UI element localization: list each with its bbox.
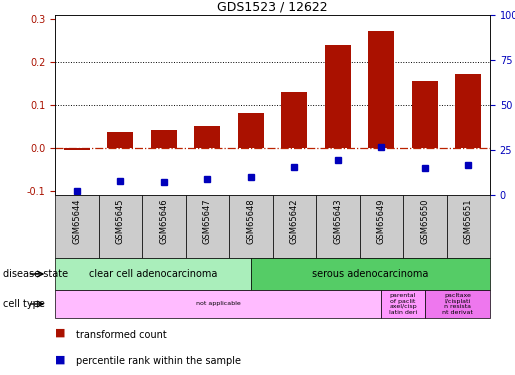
- Bar: [447, 195, 490, 258]
- Text: serous adenocarcinoma: serous adenocarcinoma: [312, 269, 428, 279]
- Bar: [272, 195, 316, 258]
- Bar: [98, 195, 142, 258]
- Bar: [55, 195, 98, 258]
- Bar: [281, 92, 307, 148]
- Text: GSM65648: GSM65648: [246, 198, 255, 244]
- Bar: [107, 132, 133, 148]
- Text: not applicable: not applicable: [196, 302, 241, 306]
- Bar: [194, 126, 220, 148]
- Bar: [151, 130, 177, 148]
- Bar: [455, 74, 482, 148]
- Text: GSM65650: GSM65650: [420, 198, 429, 244]
- Text: GSM65649: GSM65649: [377, 198, 386, 244]
- Bar: [55, 258, 251, 290]
- Text: GSM65646: GSM65646: [159, 198, 168, 244]
- Bar: [359, 195, 403, 258]
- Text: GSM65643: GSM65643: [333, 198, 342, 244]
- Bar: [185, 195, 229, 258]
- Text: GSM65642: GSM65642: [290, 198, 299, 244]
- Bar: [324, 45, 351, 148]
- Text: transformed count: transformed count: [76, 330, 166, 340]
- Text: ■: ■: [55, 328, 65, 338]
- Bar: [403, 195, 447, 258]
- Bar: [238, 113, 264, 148]
- Text: parental
of paclit
axel/cisp
latin deri: parental of paclit axel/cisp latin deri: [389, 293, 417, 315]
- Text: disease state: disease state: [3, 269, 67, 279]
- Bar: [229, 195, 272, 258]
- Bar: [251, 258, 490, 290]
- Text: pacltaxe
l/cisplati
n resista
nt derivat: pacltaxe l/cisplati n resista nt derivat: [442, 293, 473, 315]
- Text: GSM65651: GSM65651: [464, 198, 473, 244]
- Bar: [142, 195, 185, 258]
- Text: clear cell adenocarcinoma: clear cell adenocarcinoma: [89, 269, 217, 279]
- Bar: [425, 290, 490, 318]
- Bar: [55, 290, 381, 318]
- Bar: [411, 81, 438, 148]
- Text: GSM65645: GSM65645: [116, 198, 125, 244]
- Text: percentile rank within the sample: percentile rank within the sample: [76, 356, 241, 366]
- Bar: [316, 195, 359, 258]
- Text: GSM65647: GSM65647: [203, 198, 212, 244]
- Text: GSM65644: GSM65644: [72, 198, 81, 244]
- Text: ■: ■: [55, 354, 65, 364]
- Bar: [64, 148, 90, 150]
- Bar: [368, 31, 394, 148]
- Text: cell type: cell type: [3, 299, 44, 309]
- Bar: [381, 290, 425, 318]
- Title: GDS1523 / 12622: GDS1523 / 12622: [217, 1, 328, 14]
